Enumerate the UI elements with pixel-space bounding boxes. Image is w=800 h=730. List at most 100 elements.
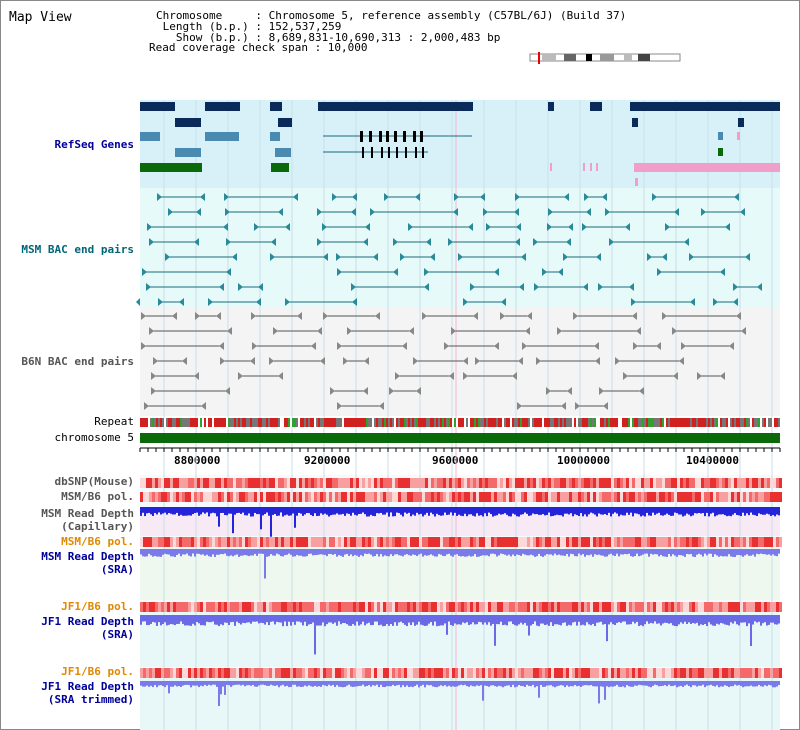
repeat-element xyxy=(752,418,754,427)
pol-cell xyxy=(398,537,401,547)
depth-bar xyxy=(558,549,560,555)
depth-bar xyxy=(460,615,462,625)
depth-bar xyxy=(276,507,278,516)
pol-cell xyxy=(590,492,593,502)
depth-bar xyxy=(530,507,532,516)
depth-bar xyxy=(404,507,406,513)
track-label-repeat[interactable]: Repeat xyxy=(94,415,134,428)
pol-cell xyxy=(251,492,254,502)
dbsnp-cell xyxy=(215,478,218,488)
repeat-element xyxy=(756,418,758,427)
depth-bar xyxy=(470,615,472,625)
pol-cell xyxy=(161,602,164,612)
depth-bar xyxy=(586,549,588,556)
chromosome-ideogram[interactable] xyxy=(528,51,684,65)
pol-cell xyxy=(257,668,260,678)
track-label-jf1-depth-sra[interactable]: JF1 Read Depth (SRA) xyxy=(41,615,134,641)
track-label-jf1-pol-2[interactable]: JF1/B6 pol. xyxy=(61,665,134,678)
repeat-element xyxy=(626,418,628,427)
depth-bar xyxy=(242,507,244,513)
depth-bar xyxy=(468,615,470,626)
b6n-end-marker xyxy=(320,357,325,365)
depth-bar xyxy=(416,549,418,557)
dbsnp-cell xyxy=(551,478,554,488)
track-label-jf1-depth-trimmed[interactable]: JF1 Read Depth (SRA trimmed) xyxy=(41,680,134,706)
pol-cell xyxy=(308,602,311,612)
repeat-element xyxy=(202,418,204,427)
track-label-msm-bac[interactable]: MSM BAC end pairs xyxy=(21,243,134,256)
repeat-element xyxy=(764,418,766,427)
pol-cell xyxy=(749,602,752,612)
repeat-element xyxy=(608,418,610,427)
pol-cell xyxy=(662,602,665,612)
pol-cell xyxy=(374,537,377,547)
depth-bar xyxy=(590,615,592,626)
pol-cell xyxy=(533,492,536,502)
gene-feature xyxy=(718,132,723,140)
depth-bar xyxy=(706,549,708,556)
depth-bar xyxy=(578,681,580,686)
depth-bar xyxy=(722,681,724,687)
depth-bar xyxy=(654,549,656,555)
dbsnp-cell xyxy=(434,478,437,488)
repeat-element xyxy=(570,418,572,427)
depth-bar xyxy=(740,507,742,517)
pol-cell xyxy=(545,668,548,678)
repeat-element xyxy=(568,418,570,427)
depth-bar xyxy=(522,507,524,515)
pol-cell xyxy=(743,537,746,547)
depth-bar xyxy=(540,681,542,685)
depth-bar xyxy=(148,507,150,513)
depth-bar xyxy=(434,507,436,517)
depth-bar xyxy=(310,615,312,625)
depth-bar xyxy=(232,615,234,622)
pol-cell xyxy=(173,602,176,612)
depth-bar xyxy=(640,681,642,686)
depth-bar xyxy=(340,507,342,515)
depth-bar xyxy=(234,615,236,626)
depth-bar xyxy=(446,549,448,555)
depth-bar xyxy=(592,507,594,514)
track-label-msm-pol-1[interactable]: MSM/B6 pol. xyxy=(61,490,134,503)
track-label-msm-depth-capillary[interactable]: MSM Read Depth (Capillary) xyxy=(41,507,134,533)
repeat-element xyxy=(590,418,592,427)
repeat-element xyxy=(738,418,740,427)
repeat-element xyxy=(492,418,494,427)
depth-bar xyxy=(344,615,346,624)
pol-cell xyxy=(686,668,689,678)
repeat-element xyxy=(500,418,502,427)
dbsnp-cell xyxy=(656,478,659,488)
depth-bar xyxy=(438,615,440,626)
pol-cell xyxy=(413,537,416,547)
depth-bar xyxy=(160,549,162,557)
pol-cell xyxy=(656,537,659,547)
depth-bar xyxy=(572,615,574,623)
pol-cell xyxy=(380,492,383,502)
depth-bar xyxy=(646,507,648,513)
track-label-msm-pol-2[interactable]: MSM/B6 pol. xyxy=(61,535,134,548)
repeat-element xyxy=(260,418,262,427)
track-label-msm-depth-sra[interactable]: MSM Read Depth (SRA) xyxy=(41,550,134,576)
depth-bar xyxy=(472,681,474,687)
track-label-dbsnp[interactable]: dbSNP(Mouse) xyxy=(54,475,134,488)
depth-bar xyxy=(234,507,236,515)
repeat-element xyxy=(482,418,484,427)
depth-bar xyxy=(462,681,464,686)
track-label-b6n-bac[interactable]: B6N BAC end pairs xyxy=(21,355,134,368)
depth-bar xyxy=(674,507,676,513)
depth-bar xyxy=(380,615,382,625)
depth-bar xyxy=(302,615,304,626)
depth-bar xyxy=(696,681,698,687)
repeat-element xyxy=(338,418,340,427)
bac-end-marker xyxy=(146,283,151,291)
depth-bar xyxy=(190,507,192,516)
track-label-jf1-pol-1[interactable]: JF1/B6 pol. xyxy=(61,600,134,613)
pol-cell xyxy=(725,537,728,547)
depth-bar xyxy=(596,507,598,517)
b6n-end-marker xyxy=(463,357,468,365)
repeat-element xyxy=(332,418,334,427)
repeat-element xyxy=(654,418,656,427)
track-label-refseq[interactable]: RefSeq Genes xyxy=(54,138,134,151)
b6n-end-marker xyxy=(297,312,302,320)
